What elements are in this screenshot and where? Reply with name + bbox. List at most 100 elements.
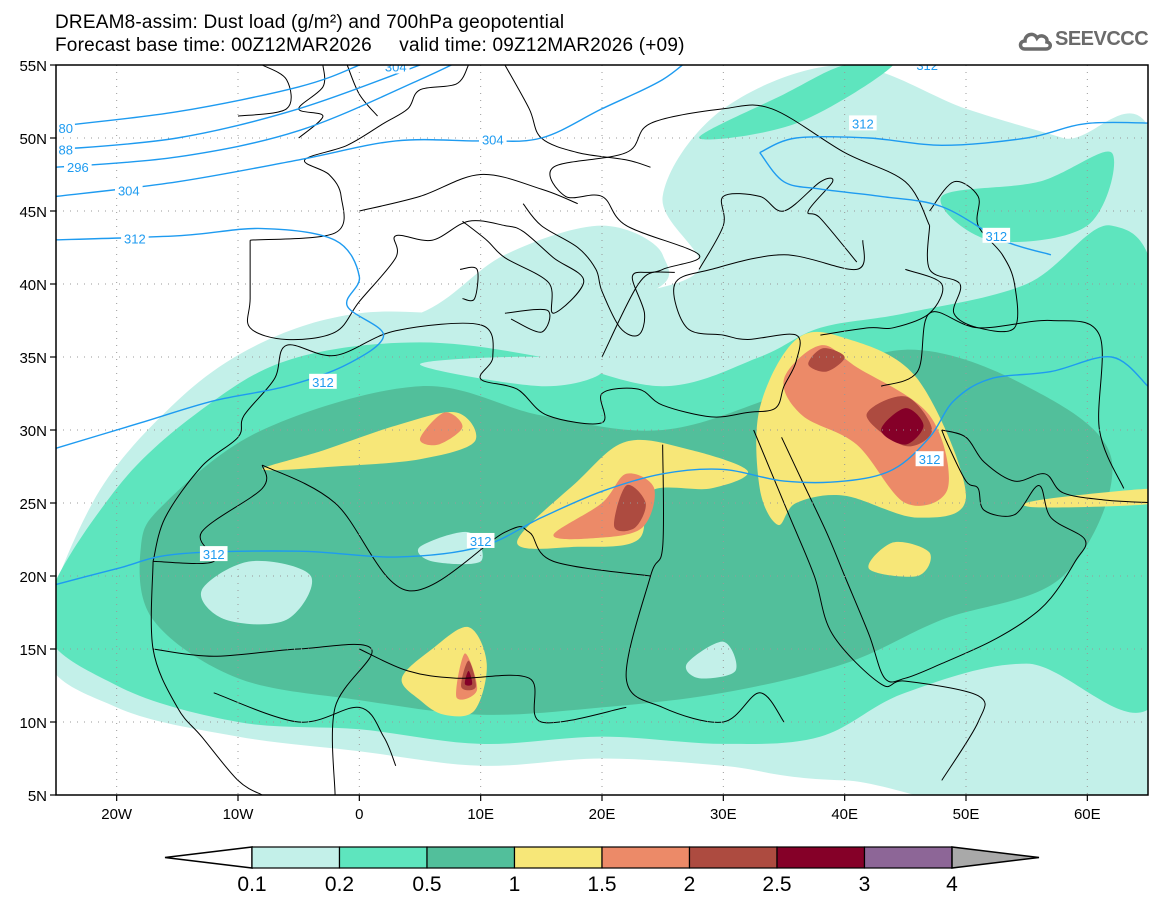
contour-label-bg (381, 65, 410, 74)
lon-tick-label: 20W (101, 806, 133, 823)
boundary-line (926, 180, 1019, 333)
contour-label: 312 (124, 232, 146, 247)
boundary-line (153, 464, 268, 565)
contour-label-bg (915, 451, 944, 467)
geopotential-contour (56, 356, 1148, 586)
colorbar-swatch (251, 846, 341, 869)
seevccc-logo: SEEVCCC (1018, 28, 1149, 51)
lon-tick-label: 20E (589, 806, 616, 823)
geopotential-contour (759, 121, 1148, 154)
boundary-line (152, 240, 865, 562)
colorbar-over-arrow (951, 846, 1040, 869)
dust-low-region (200, 560, 313, 625)
dust-low-region (417, 531, 483, 565)
contour-label-bg (199, 546, 228, 562)
lat-tick-label: 20N (19, 569, 47, 586)
lon-tick-label: 30E (710, 806, 737, 823)
boundary-line (941, 429, 1148, 503)
dust-low-region (685, 641, 737, 679)
boundary-line (753, 429, 986, 781)
colorbar-swatch (426, 846, 516, 869)
lon-tick-label: 40E (831, 806, 858, 823)
boundary-line (698, 177, 858, 270)
dust-level-region (613, 484, 646, 532)
lat-tick-label: 50N (19, 131, 47, 148)
dust-level-region (808, 348, 845, 372)
dust-level-region (699, 65, 894, 140)
lat-tick-label: 15N (19, 642, 47, 659)
colorbar-swatch (863, 846, 953, 869)
dust-level-region (262, 412, 477, 471)
boundary-line (504, 65, 651, 168)
contour-label-bg (115, 182, 143, 198)
graticule (56, 65, 1148, 795)
dust-low-region (420, 356, 602, 387)
geopotential-contour (911, 65, 939, 66)
boundary-line (153, 643, 373, 795)
contour-label-bg (309, 373, 337, 389)
colorbar-label: 0.5 (412, 873, 441, 896)
colorbar-label: 3 (859, 873, 871, 896)
boundary-line (150, 561, 263, 795)
colorbar: 0.1 0.2 0.5 1 1.5 2 2.5 3 4 (164, 846, 1040, 896)
colorbar-swatch (338, 846, 428, 869)
colorbar-label: 4 (946, 873, 958, 896)
contour-label: 304 (482, 132, 504, 147)
geopotential-contour (56, 65, 422, 151)
geopotential-contours: 80 88 296 304 312 304 304 312 312 312 312 312 312 312 (56, 58, 1148, 586)
boundary-line (820, 268, 944, 336)
colorbar-label: 0.1 (237, 873, 266, 896)
dust-level-region (940, 151, 1115, 243)
lat-tick-label: 55N (19, 58, 47, 75)
boundary-line (880, 311, 1125, 489)
boundary-line (781, 429, 1087, 683)
dust-level-region (868, 541, 931, 577)
geopotential-contour (56, 227, 385, 449)
geopotential-contour (56, 65, 362, 128)
geopotential-contour (56, 65, 454, 168)
coastlines (150, 65, 1148, 795)
map-title: DREAM8-assim: Dust load (g/m²) and 700hP… (55, 12, 565, 33)
contour-label: 312 (312, 375, 334, 390)
lon-tick-label: 60E (1074, 806, 1101, 823)
contour-label-bg (849, 115, 877, 131)
contour-label: 312 (919, 452, 941, 467)
contour-label: 312 (852, 116, 874, 131)
cloud-icon (1018, 32, 1052, 51)
dust-load-field (56, 65, 1148, 795)
boundary-line (359, 648, 627, 724)
contour-label: 304 (385, 59, 407, 74)
lon-tick-label: 0 (355, 806, 363, 823)
contour-label-bg (56, 119, 75, 135)
boundary-line (237, 65, 292, 117)
dust-level-region (419, 412, 463, 446)
contour-label-bg (479, 131, 507, 147)
boundary-line (359, 173, 578, 212)
contour-label: 296 (67, 160, 89, 175)
dust-level-region (881, 408, 924, 445)
lat-tick-label: 35N (19, 350, 47, 367)
lat-tick-label: 30N (19, 423, 47, 440)
forecast-time-subtitle: Forecast base time: 00Z12MAR2026 valid t… (55, 35, 685, 56)
colorbar-label: 1.5 (587, 873, 616, 896)
map-axes: 5N 10N 15N 20N 25N 30N 35N 40N 45N 50N 55N 20W 10W 0 1… (19, 58, 1100, 823)
contour-label: 312 (470, 534, 492, 549)
contour-label: 312 (916, 58, 938, 73)
lon-tick-label: 50E (953, 806, 980, 823)
colorbar-swatch (601, 846, 691, 869)
contour-label: 312 (985, 229, 1007, 244)
lon-tick-label: 10W (223, 806, 255, 823)
colorbar-swatch (688, 846, 778, 869)
boundary-line (459, 266, 479, 302)
boundary-line (522, 203, 675, 337)
lon-tick-label: 10E (467, 806, 494, 823)
boundary-line (346, 65, 378, 117)
colorbar-label: 1 (509, 873, 521, 896)
contour-label-bg (56, 141, 75, 157)
colorbar-swatch (776, 846, 866, 869)
logo-text: SEEVCCC (1055, 28, 1149, 50)
contour-label-bg (982, 227, 1011, 243)
colorbar-label: 2.5 (762, 873, 791, 896)
boundary-line (213, 692, 397, 766)
